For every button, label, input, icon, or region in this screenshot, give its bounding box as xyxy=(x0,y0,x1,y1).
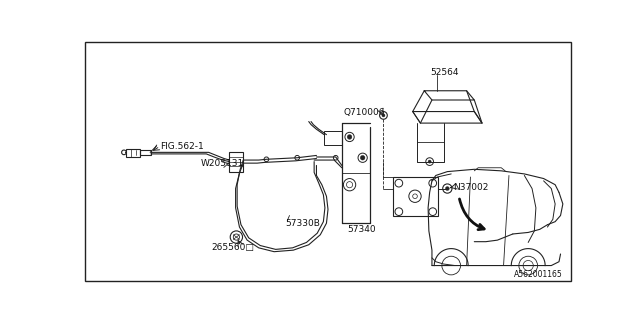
Bar xyxy=(324,131,342,145)
Circle shape xyxy=(360,156,365,160)
Circle shape xyxy=(382,114,385,117)
Text: N37002: N37002 xyxy=(454,182,489,191)
Bar xyxy=(394,177,438,215)
Text: A562001165: A562001165 xyxy=(514,270,563,279)
Circle shape xyxy=(428,160,431,163)
Circle shape xyxy=(445,187,449,190)
Text: 57340: 57340 xyxy=(348,225,376,234)
Text: FIG.562-1: FIG.562-1 xyxy=(160,142,204,151)
Text: Q710006: Q710006 xyxy=(344,108,385,117)
Circle shape xyxy=(348,135,352,139)
Text: 265560□: 265560□ xyxy=(211,243,254,252)
Text: W205131: W205131 xyxy=(201,159,244,168)
Bar xyxy=(126,148,140,157)
Text: 57330B: 57330B xyxy=(285,219,321,228)
Bar xyxy=(140,150,151,156)
Bar xyxy=(230,152,243,172)
Text: 52564: 52564 xyxy=(431,68,459,77)
